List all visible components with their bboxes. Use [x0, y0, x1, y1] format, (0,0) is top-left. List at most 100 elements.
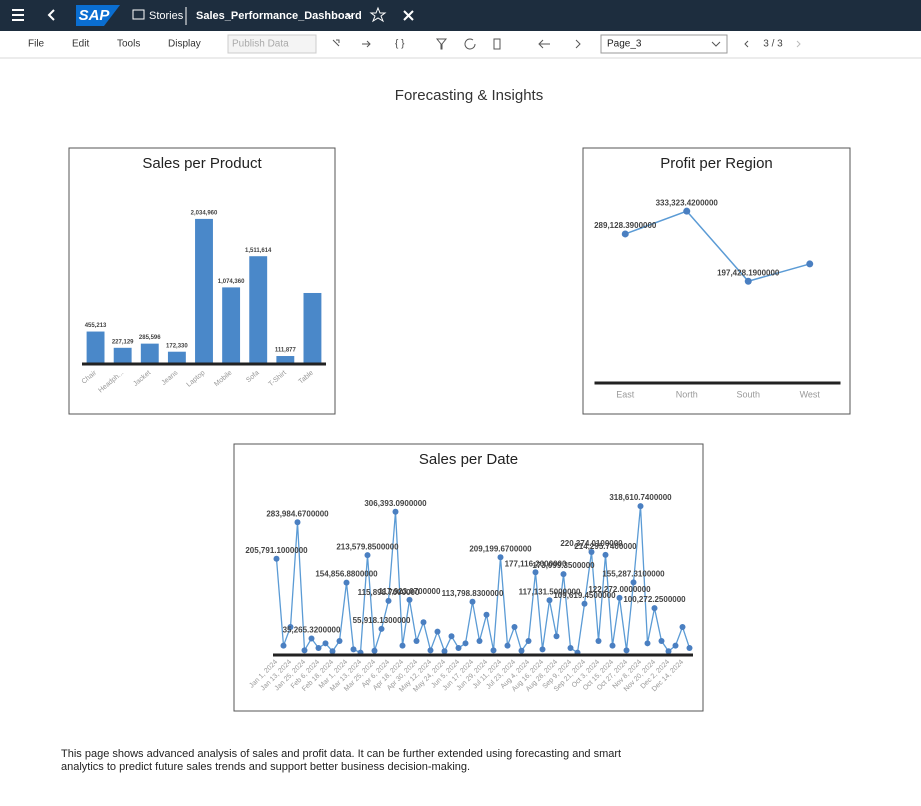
toolbar-icons[interactable] [332, 38, 581, 50]
data-label: 333,323.4200000 [656, 198, 719, 207]
close-icon[interactable] [403, 10, 414, 21]
page-select[interactable] [600, 34, 728, 54]
x-tick-label: East [616, 389, 635, 399]
braces-icon[interactable]: { } [395, 39, 405, 50]
data-label: 55,918.1300000 [353, 616, 411, 625]
logo-text: SAP [79, 7, 111, 24]
data-label: 1,074,360 [218, 279, 245, 285]
sap-logo [76, 5, 120, 26]
data-label: 213,579.8500000 [336, 542, 399, 551]
point [308, 635, 315, 642]
point [385, 597, 392, 604]
point [427, 647, 434, 654]
data-label: 455,213 [85, 323, 107, 329]
menu-item[interactable]: Edit [72, 39, 89, 50]
point [672, 642, 679, 649]
x-tick-label: South [736, 389, 760, 399]
data-label: 214,295.7400000 [574, 542, 637, 551]
point [806, 260, 814, 268]
story-name[interactable]: Sales_Performance_Dashboard [196, 10, 362, 22]
point [602, 551, 609, 558]
data-label: 209,199.6700000 [469, 544, 532, 553]
data-label: 111,877 [275, 348, 297, 354]
toolbar [0, 31, 921, 58]
data-label: 318,610.7400000 [609, 493, 672, 502]
bar [113, 347, 132, 364]
point [329, 648, 336, 655]
data-label: 109,619.4500000 [553, 591, 616, 600]
point [490, 647, 497, 654]
point [567, 644, 574, 651]
stories-icon [132, 9, 145, 20]
point [616, 594, 623, 601]
chart-frame [233, 443, 704, 712]
data-label: 220,374.0100000 [560, 539, 623, 548]
chart-title: Sales per Product [142, 155, 262, 172]
point [553, 633, 560, 640]
prev-page[interactable] [744, 40, 749, 48]
next-page[interactable] [796, 40, 801, 48]
page-select-text: Page_3 [607, 39, 642, 50]
menu-icon[interactable] [12, 9, 24, 21]
shell-bar [0, 0, 921, 31]
footer-text: This page shows advanced analysis of sal… [61, 748, 622, 773]
point [406, 596, 413, 603]
menu-item[interactable]: Display [168, 39, 201, 50]
point [483, 611, 490, 618]
x-tick-label: North [676, 389, 698, 399]
chart-frame [582, 147, 851, 415]
data-label: 113,798.8300000 [442, 589, 504, 598]
data-label: 289,128.3900000 [594, 221, 657, 230]
point [497, 554, 504, 561]
point [504, 642, 511, 649]
bar [249, 256, 268, 364]
data-label: 117,923.0700000 [379, 587, 441, 596]
favorite-icon[interactable] [369, 6, 387, 23]
line-series [275, 506, 691, 654]
point [621, 230, 629, 238]
pager: 3 / 3 [763, 39, 783, 50]
select-arrow [711, 41, 721, 47]
bar [276, 356, 295, 364]
point [399, 642, 406, 649]
point [644, 640, 651, 647]
story-dropdown[interactable] [346, 13, 354, 18]
menu-item[interactable]: Tools [117, 39, 140, 50]
bar [195, 218, 213, 364]
point [441, 648, 448, 655]
point [413, 637, 420, 644]
data-label: 173,099.3500000 [532, 561, 595, 570]
point [686, 644, 693, 651]
point [434, 628, 441, 635]
point [581, 600, 588, 607]
point [665, 648, 672, 655]
menu-item[interactable]: File [28, 39, 45, 50]
point [679, 623, 686, 630]
page-title: Forecasting & Insights [395, 87, 543, 104]
back-icon[interactable] [47, 9, 55, 21]
data-label: 177,116.2000000 [505, 559, 567, 568]
bar [140, 343, 159, 364]
point [476, 637, 483, 644]
stories-link[interactable]: Stories [149, 10, 184, 22]
data-label: 35,265.3200000 [283, 626, 341, 635]
point [525, 637, 532, 644]
bar [167, 351, 186, 364]
point [539, 646, 546, 653]
point [294, 519, 301, 526]
data-label: 205,791.1000000 [245, 546, 308, 555]
chart-title: Profit per Region [660, 155, 773, 172]
point [744, 277, 752, 285]
bar [303, 292, 322, 364]
point [350, 646, 357, 653]
point [560, 571, 567, 578]
point [287, 623, 294, 630]
point [343, 579, 350, 586]
point [630, 579, 637, 586]
data-label: 115,898.7000000 [358, 588, 420, 597]
publish-button[interactable] [227, 34, 317, 54]
data-label: 197,428.1900000 [717, 268, 780, 277]
point [658, 637, 665, 644]
point [683, 207, 691, 215]
